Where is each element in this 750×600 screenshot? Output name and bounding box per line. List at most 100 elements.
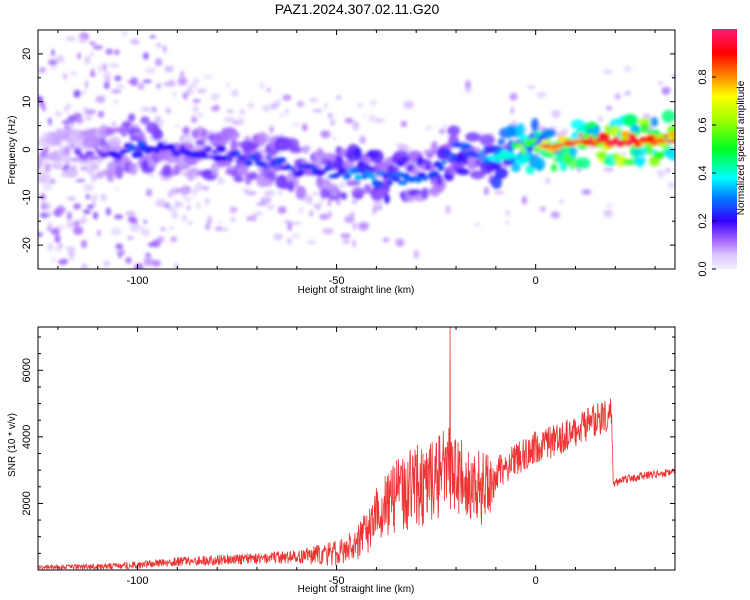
spectrogram-ridge-halo bbox=[436, 174, 443, 186]
spectrogram-noise-mark bbox=[203, 75, 214, 79]
spectrogram-noise-mark bbox=[539, 206, 547, 213]
spectrogram-noise-mark bbox=[602, 69, 613, 75]
spectrogram-ridge-halo bbox=[519, 153, 532, 164]
spectrogram-ridge-halo bbox=[510, 162, 521, 173]
spectrogram-ridge-core bbox=[94, 146, 100, 153]
spectrogram-noise-mark bbox=[90, 72, 96, 78]
colorbar-ticks: 0.0 0.2 0.4 0.6 0.8 bbox=[697, 69, 716, 277]
spectrogram-y-tick-label: 10 bbox=[21, 96, 33, 108]
spectrogram-ridge-halo bbox=[574, 157, 591, 169]
spectrogram-noise-mark bbox=[291, 233, 301, 239]
spectrogram-noise-mark bbox=[156, 83, 162, 89]
spectrogram-noise-mark bbox=[187, 220, 193, 226]
spectrogram-noise-mark bbox=[350, 211, 355, 218]
spectrogram-ridge-core bbox=[578, 133, 584, 138]
spectrogram-ridge-halo bbox=[370, 149, 384, 164]
spectrogram-ridge-core bbox=[528, 138, 539, 143]
spectrogram-noise-mark bbox=[157, 120, 163, 128]
spectrogram-ridge-core bbox=[519, 149, 528, 154]
spectrogram-ridge-halo bbox=[465, 132, 481, 142]
spectrogram-noise-mark bbox=[226, 83, 230, 87]
spectrogram-ridge-halo bbox=[195, 139, 206, 146]
spectrogram-noise-mark bbox=[172, 92, 176, 97]
spectrogram-noise-mark bbox=[108, 63, 120, 68]
spectrogram-noise-mark bbox=[605, 105, 613, 111]
spectrogram-noise-mark bbox=[160, 177, 172, 181]
spectrogram-ridge-halo bbox=[491, 175, 502, 190]
spectrogram-ridge-halo bbox=[247, 143, 259, 151]
spectrogram-noise-mark bbox=[465, 79, 471, 89]
spectrogram-noise-mark bbox=[226, 109, 234, 114]
spectrogram-noise-mark bbox=[168, 226, 175, 230]
spectrogram-noise-mark bbox=[155, 43, 162, 48]
spectrogram-noise-mark bbox=[80, 263, 88, 269]
spectrogram-ridge-core bbox=[517, 143, 524, 150]
spectrogram-noise-mark bbox=[87, 204, 95, 209]
spectrogram-ridge-halo bbox=[569, 147, 578, 157]
spectrogram-noise-mark bbox=[103, 71, 112, 81]
spectrogram-ridge-halo bbox=[430, 140, 439, 155]
spectrogram-noise-mark bbox=[624, 91, 631, 95]
spectrogram-noise-mark bbox=[110, 89, 122, 94]
snr-series-line bbox=[38, 327, 675, 570]
spectrogram-ridge-halo bbox=[107, 136, 121, 148]
spectrogram-ridge-core bbox=[444, 149, 450, 157]
spectrogram-noise-mark bbox=[223, 227, 228, 232]
spectrogram-ridge-halo bbox=[44, 162, 52, 171]
spectrogram-noise-mark bbox=[54, 234, 61, 244]
spectrogram-noise-mark bbox=[521, 195, 528, 205]
spectrogram-ridge-halo bbox=[329, 183, 339, 197]
spectrogram-noise-mark bbox=[57, 259, 68, 265]
spectrogram-noise-mark bbox=[180, 70, 184, 78]
spectrogram-noise-mark bbox=[188, 83, 198, 89]
spectrogram-ridge-halo bbox=[317, 178, 332, 192]
spectrogram-noise-mark bbox=[140, 106, 152, 112]
spectrogram-noise-mark bbox=[277, 206, 287, 214]
spectrogram-noise-mark bbox=[145, 252, 152, 257]
spectrogram-noise-mark bbox=[186, 87, 192, 95]
spectrogram-noise-mark bbox=[342, 238, 351, 245]
spectrogram-noise-mark bbox=[67, 116, 77, 123]
spectrogram-ridge-halo bbox=[227, 131, 240, 139]
spectrogram-noise-mark bbox=[382, 237, 390, 243]
spectrogram-noise-mark bbox=[267, 87, 271, 93]
spectrogram-noise-mark bbox=[196, 88, 207, 94]
spectrogram-noise-mark bbox=[105, 48, 113, 55]
spectrogram-noise-mark bbox=[260, 82, 264, 90]
spectrogram-noise-mark bbox=[195, 182, 204, 192]
spectrogram-noise-mark bbox=[661, 87, 672, 92]
spectrogram-ridge-halo bbox=[182, 126, 190, 135]
snr-y-tick-label: 2000 bbox=[21, 491, 33, 515]
snr-background bbox=[38, 327, 675, 570]
spectrogram-ridge-core bbox=[228, 157, 233, 163]
spectrogram-noise-mark bbox=[90, 51, 94, 57]
spectrogram-noise-mark bbox=[330, 119, 336, 126]
spectrogram-noise-mark bbox=[264, 190, 275, 197]
spectrogram-noise-mark bbox=[311, 192, 321, 196]
snr-x-tick-label: -100 bbox=[127, 575, 149, 587]
spectrogram-noise-mark bbox=[185, 138, 195, 144]
spectrogram-bright-segment bbox=[671, 139, 675, 143]
spectrogram-ridge-core bbox=[154, 146, 161, 154]
spectrogram-noise-mark bbox=[230, 216, 236, 222]
spectrogram-ridge-halo bbox=[494, 167, 508, 179]
spectrogram-ridge-halo bbox=[497, 138, 506, 146]
spectrogram-noise-mark bbox=[55, 55, 65, 64]
spectrogram-y-ticks: -20 -10 0 10 20 bbox=[21, 29, 675, 270]
spectrogram-ridge-core bbox=[86, 151, 95, 156]
spectrogram-noise-mark bbox=[75, 179, 86, 183]
spectrogram-ridge-halo bbox=[115, 165, 124, 179]
spectrogram-ridge-halo bbox=[456, 168, 471, 176]
spectrogram-ridge-core bbox=[88, 156, 99, 160]
spectrogram-noise-mark bbox=[206, 216, 213, 225]
spectrogram-noise-mark bbox=[38, 67, 46, 73]
spectrogram-noise-mark bbox=[175, 188, 183, 194]
spectrogram-ridge-core bbox=[201, 154, 209, 159]
spectrogram-noise-mark bbox=[127, 236, 134, 240]
spectrogram-noise-mark bbox=[223, 117, 234, 123]
spectrogram-noise-mark bbox=[229, 206, 238, 213]
spectrogram-ridge-halo bbox=[653, 151, 666, 159]
spectrogram-noise-mark bbox=[38, 95, 43, 103]
spectrogram-ridge-core bbox=[133, 151, 144, 159]
spectrogram-noise-mark bbox=[95, 95, 106, 104]
